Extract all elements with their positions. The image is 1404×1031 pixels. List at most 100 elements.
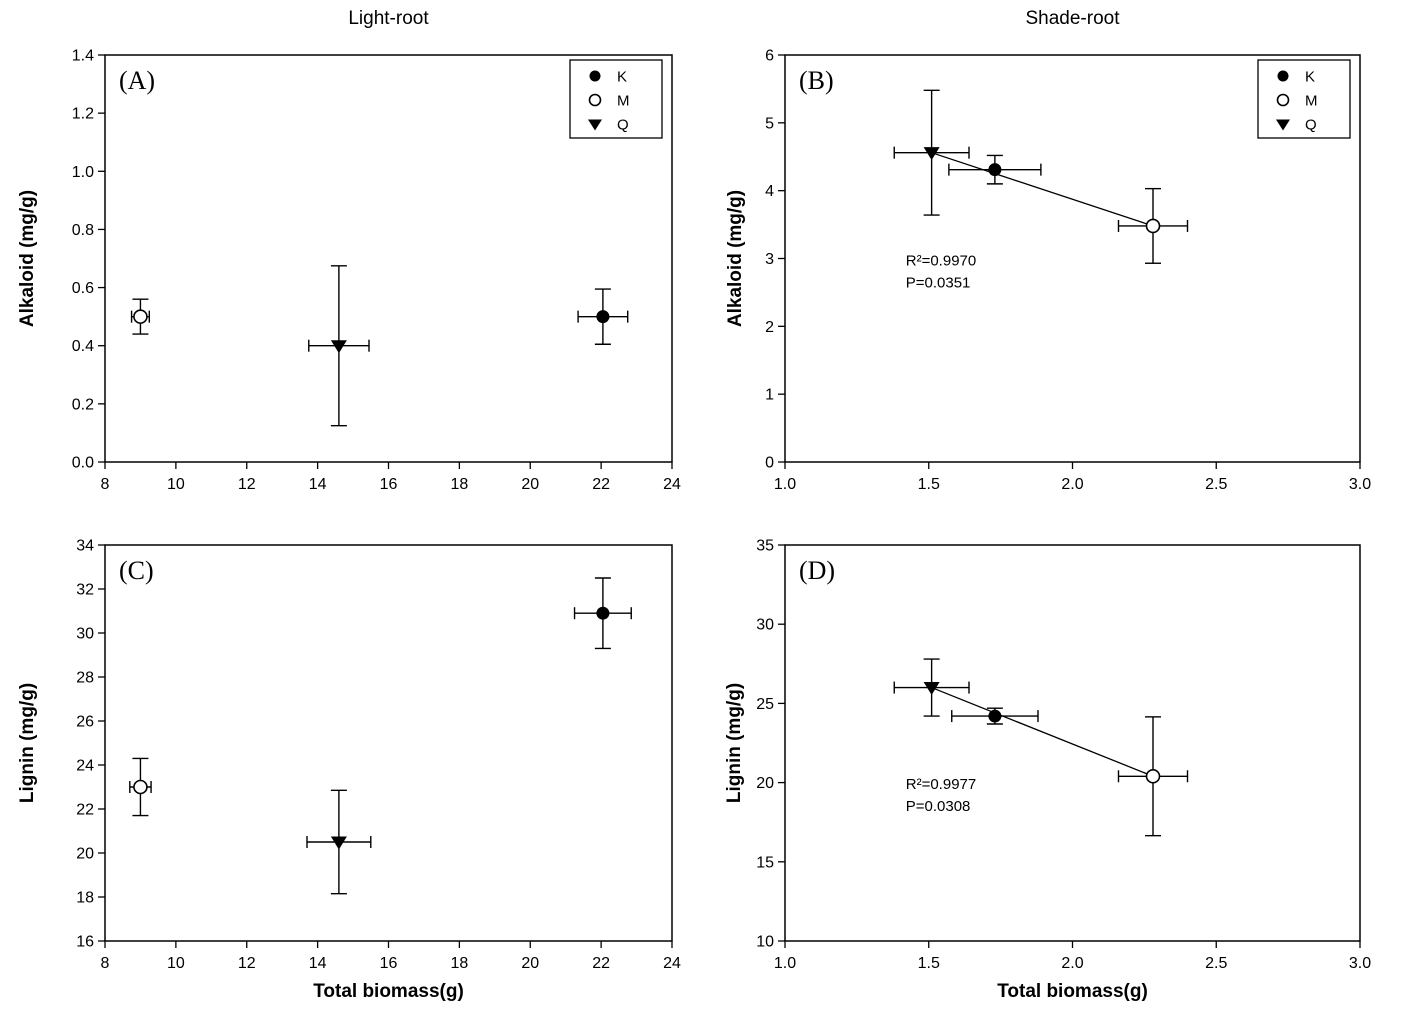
- filled-circle-icon: [589, 70, 601, 82]
- x-tick-label: 22: [592, 476, 610, 493]
- x-tick-label: 12: [238, 476, 256, 493]
- y-axis-label: Alkaloid (mg/g): [17, 190, 38, 327]
- y-tick-label: 0.0: [72, 455, 94, 472]
- open-circle-icon: [588, 93, 602, 107]
- y-tick-label: 20: [756, 775, 774, 792]
- y-tick-label: 4: [765, 183, 774, 200]
- y-tick-label: 1.2: [72, 106, 94, 123]
- x-axis: 1.0 1.5 2.0 2.5 3.0: [774, 941, 1371, 972]
- y-axis-label: Lignin (mg/g): [17, 683, 38, 803]
- x-tick-label: 2.5: [1205, 476, 1227, 493]
- y-tick-label: 26: [76, 714, 94, 731]
- y-tick-label: 5: [765, 115, 774, 132]
- x-tick-label: 1.0: [774, 955, 796, 972]
- stats-annotation: R²=0.9970 P=0.0351: [906, 252, 976, 291]
- open-circle-icon: [133, 779, 148, 795]
- filled-triangle-down-icon: [923, 682, 940, 696]
- y-tick-label: 2: [765, 319, 774, 336]
- y-tick-label: 18: [76, 890, 94, 907]
- x-tick-label: 1.5: [918, 955, 940, 972]
- series-Q: [893, 89, 970, 216]
- legend: KMQ: [1257, 59, 1351, 139]
- y-axis: 0 1 2 3 4 5 6: [765, 48, 785, 472]
- series-M: [1117, 187, 1189, 264]
- x-tick-label: 16: [380, 476, 398, 493]
- x-tick-label: 14: [309, 955, 327, 972]
- x-tick-label: 10: [167, 476, 185, 493]
- x-tick-label: 16: [380, 955, 398, 972]
- x-tick-label: 24: [663, 476, 681, 493]
- x-tick-label: 1.5: [918, 476, 940, 493]
- stats-annotation-line: R²=0.9977: [906, 776, 976, 793]
- y-tick-label: 24: [76, 758, 94, 775]
- x-tick-label: 3.0: [1349, 955, 1371, 972]
- panel-label: (C): [119, 556, 154, 585]
- y-axis-label: Alkaloid (mg/g): [725, 190, 746, 327]
- y-tick-label: 28: [76, 670, 94, 687]
- filled-circle-icon: [1277, 70, 1289, 82]
- series-K: [577, 288, 629, 345]
- y-tick-label: 1.4: [72, 48, 94, 65]
- filled-triangle-down-icon: [923, 147, 940, 161]
- panel-d-chart: 1.0 1.5 2.0 2.5 3.0 10 15 20 25 30 35 Total biomass…: [724, 538, 1371, 1003]
- open-circle-icon: [1145, 768, 1161, 784]
- x-tick-label: 24: [663, 955, 681, 972]
- x-axis: 1.0 1.5 2.0 2.5 3.0: [774, 462, 1371, 493]
- series-M: [129, 757, 152, 817]
- stats-annotation: R²=0.9977 P=0.0308: [906, 776, 976, 815]
- y-tick-label: 1.0: [72, 164, 94, 181]
- y-tick-label: 35: [756, 538, 774, 555]
- y-tick-label: 10: [756, 934, 774, 951]
- y-tick-label: 20: [76, 846, 94, 863]
- y-tick-label: 3: [765, 251, 774, 268]
- series-M: [1117, 716, 1189, 837]
- panel-b-chart: Shade-root 1.0 1.5 2.0 2.5 3.0 0 1 2 3 4 5 6 Alkaloid…: [725, 8, 1371, 493]
- x-tick-label: 12: [238, 955, 256, 972]
- y-tick-label: 15: [756, 854, 774, 871]
- x-tick-label: 8: [101, 476, 110, 493]
- x-tick-label: 2.5: [1205, 955, 1227, 972]
- y-tick-label: 16: [76, 934, 94, 951]
- series-Q: [308, 265, 370, 427]
- y-tick-label: 0.2: [72, 396, 94, 413]
- y-tick-label: 25: [756, 696, 774, 713]
- y-tick-label: 32: [76, 582, 94, 599]
- legend-label: K: [1305, 69, 1315, 86]
- y-axis-label: Lignin (mg/g): [724, 683, 745, 803]
- filled-circle-icon: [596, 606, 610, 620]
- panel-label: (D): [799, 556, 835, 585]
- y-tick-label: 30: [756, 617, 774, 634]
- open-circle-icon: [1276, 93, 1290, 107]
- y-tick-label: 0.4: [72, 338, 94, 355]
- filled-triangle-down-icon: [330, 340, 347, 354]
- y-tick-label: 22: [76, 802, 94, 819]
- legend-label: K: [617, 69, 627, 86]
- regression-line: [931, 152, 1154, 227]
- chart-title: Light-root: [348, 8, 429, 29]
- x-tick-label: 1.0: [774, 476, 796, 493]
- y-tick-label: 0.8: [72, 222, 94, 239]
- legend-frame: [569, 59, 663, 139]
- y-tick-label: 0: [765, 455, 774, 472]
- series-Q: [306, 789, 372, 895]
- y-tick-label: 34: [76, 538, 94, 555]
- y-tick-label: 1: [765, 387, 774, 404]
- x-axis-label: Total biomass(g): [313, 981, 464, 1002]
- y-axis: 0.0 0.2 0.4 0.6 0.8 1.0 1.2 1.4: [72, 48, 105, 472]
- y-axis: 16 18 20 22 24 26 28 30 32 34: [76, 538, 105, 951]
- filled-circle-icon: [988, 163, 1002, 177]
- plot-frame: [104, 544, 673, 942]
- y-tick-label: 30: [76, 626, 94, 643]
- series-K: [948, 154, 1042, 185]
- legend: KMQ: [569, 59, 663, 139]
- x-tick-label: 22: [592, 955, 610, 972]
- x-tick-label: 3.0: [1349, 476, 1371, 493]
- legend-label: Q: [1305, 117, 1317, 134]
- y-tick-label: 6: [765, 48, 774, 65]
- stats-annotation-line: P=0.0308: [906, 798, 971, 815]
- legend-frame: [1257, 59, 1351, 139]
- x-tick-label: 2.0: [1061, 955, 1083, 972]
- open-circle-icon: [133, 309, 148, 324]
